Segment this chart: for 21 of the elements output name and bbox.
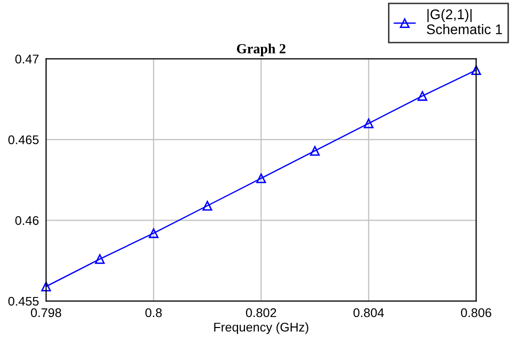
x-axis-title: Frequency (GHz) [214, 322, 308, 334]
point [148, 228, 158, 238]
legend-label: |G(2,1)| Schematic 1 [426, 9, 502, 34]
x-tick-label: 0.804 [353, 308, 384, 318]
x-tick-label: 0.798 [30, 308, 62, 318]
point [41, 282, 51, 292]
y-tick-label: 0.46 [15, 216, 39, 225]
point [471, 65, 482, 75]
point [418, 91, 428, 101]
point [364, 118, 374, 128]
chart-title: Graph 2 [236, 44, 286, 56]
y-tick-label: 0.455 [8, 296, 39, 306]
y-tick-label: 0.465 [8, 135, 39, 144]
x-tick-label: 0.806 [461, 308, 492, 318]
point [94, 254, 105, 264]
y-tick-label: 0.47 [15, 54, 39, 64]
point [202, 200, 212, 211]
point [256, 173, 266, 184]
x-tick-label: 0.802 [246, 308, 276, 318]
point [310, 146, 320, 156]
x-tick-label: 0.8 [145, 308, 162, 318]
